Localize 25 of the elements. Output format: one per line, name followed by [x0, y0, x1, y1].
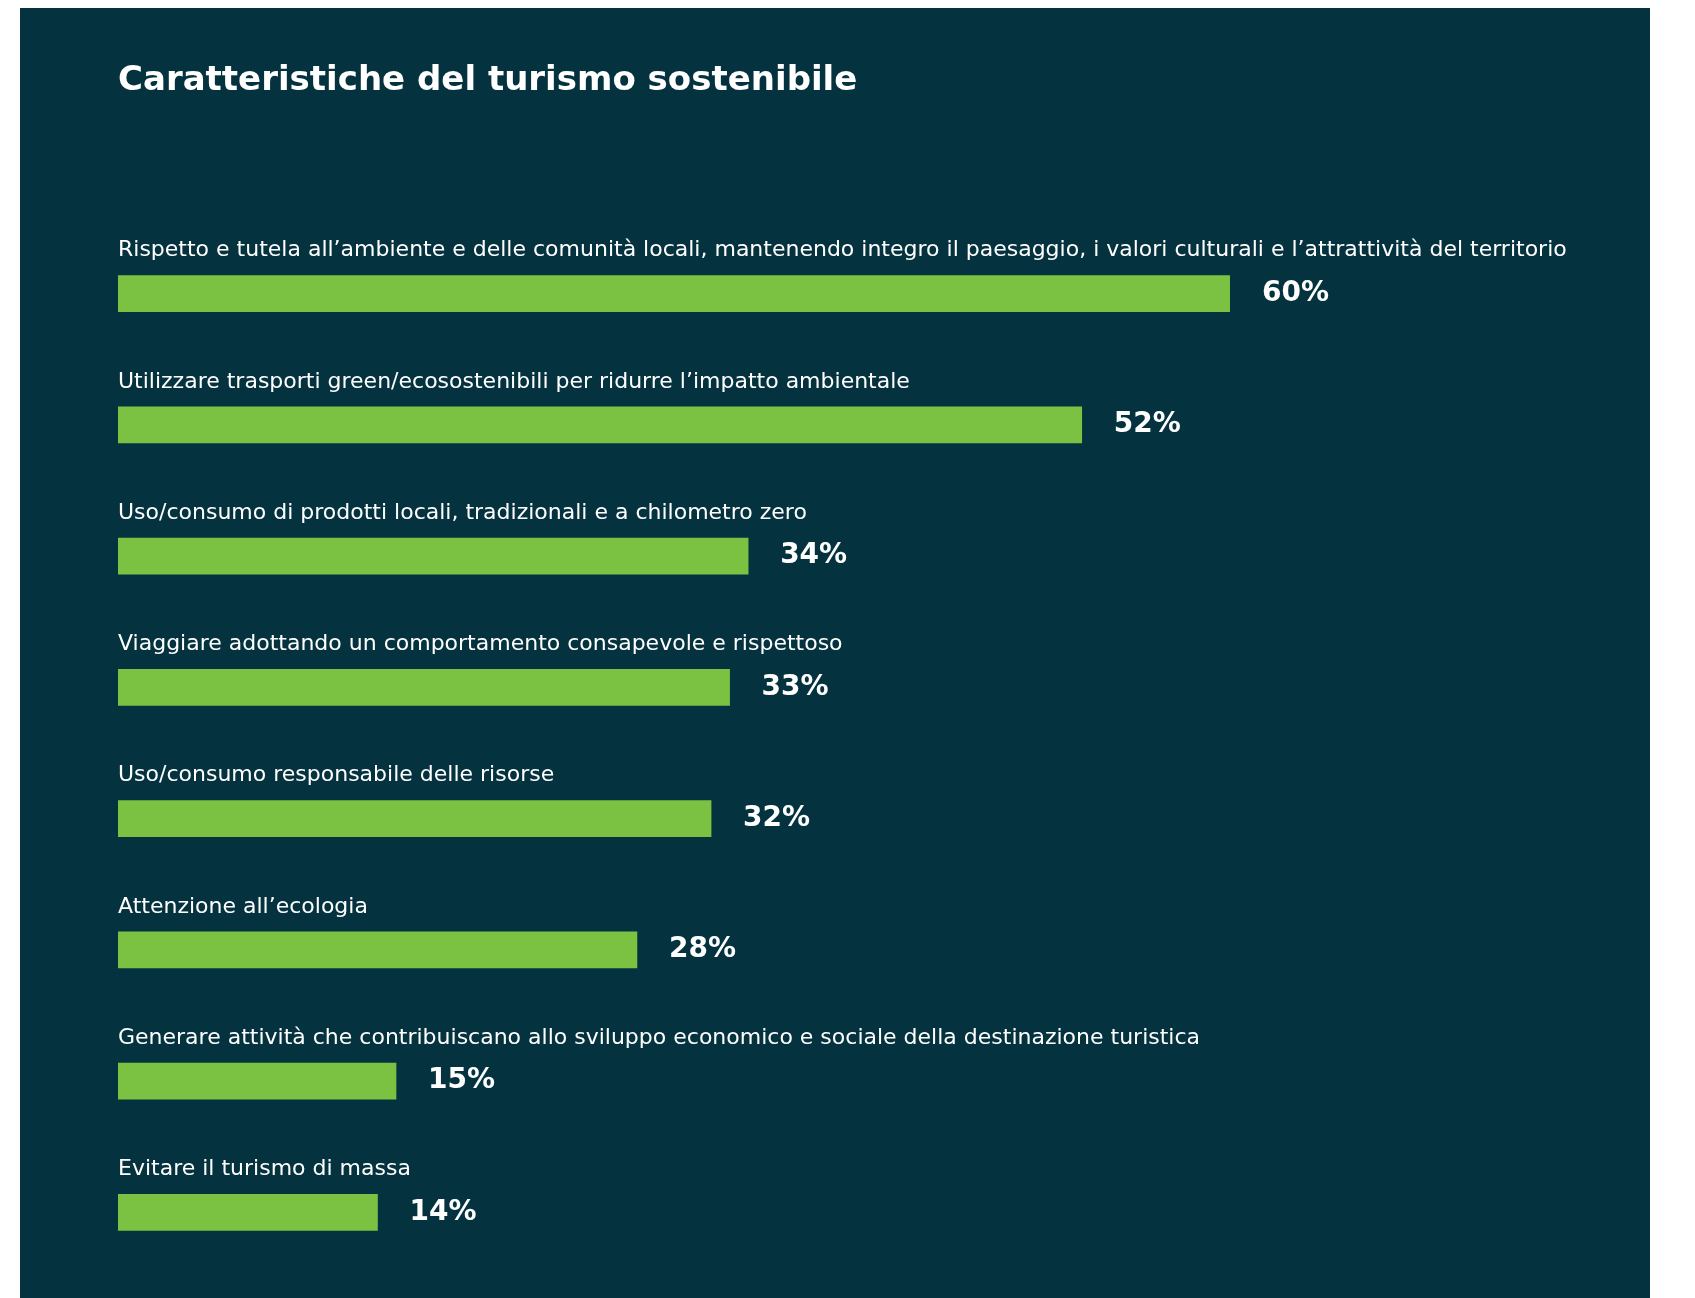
bar — [118, 406, 1083, 444]
y-tick-label: Attenzione all’ecologia — [118, 892, 368, 918]
y-tick-label: Uso/consumo di prodotti locali, tradizionali e a chilometro zero — [118, 498, 807, 524]
data-label: 34% — [780, 537, 848, 571]
data-label: 33% — [761, 668, 829, 702]
data-label: 14% — [409, 1193, 477, 1227]
y-tick-label: Uso/consumo responsabile delle risorse — [118, 761, 555, 787]
bar — [118, 1062, 397, 1100]
y-tick-label: Utilizzare trasporti green/ecosostenibili per ridurre l’impatto ambientale — [118, 367, 910, 393]
data-label: 52% — [1113, 406, 1181, 440]
bar — [118, 669, 730, 706]
y-tick-label: Generare attività che contribuiscano allo sviluppo economico e sociale della destinazione turistica — [118, 1023, 1201, 1049]
bar — [118, 537, 749, 575]
data-label: 60% — [1262, 274, 1330, 308]
bar — [118, 275, 1230, 312]
bar — [118, 931, 638, 969]
chart-title: Caratteristiche del turismo sostenibile — [118, 58, 858, 98]
data-label: 15% — [428, 1062, 496, 1096]
y-tick-label: Evitare il turismo di massa — [118, 1155, 411, 1181]
y-tick-label: Rispetto e tutela all’ambiente e delle comunità locali, mantenendo integro il paesaggio, i valori culturali e l’attrattività del territorio — [118, 236, 1567, 262]
data-label: 32% — [743, 799, 811, 833]
data-label: 28% — [668, 931, 736, 965]
y-tick-label: Viaggiare adottando un comportamento consapevole e rispettoso — [118, 630, 843, 656]
bar — [118, 800, 712, 837]
bar — [118, 1194, 378, 1231]
